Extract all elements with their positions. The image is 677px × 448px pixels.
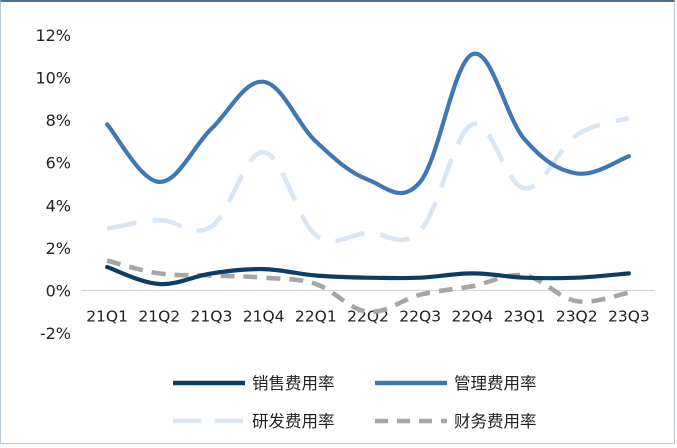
x-tick-label: 22Q4 [451, 307, 493, 325]
series-line-2 [107, 54, 629, 193]
x-tick-label: 23Q1 [504, 307, 546, 325]
x-tick-label: 22Q1 [295, 307, 337, 325]
y-tick-label: 0% [46, 281, 71, 300]
y-tick-label: 10% [35, 69, 71, 88]
x-tick-label: 23Q3 [608, 307, 650, 325]
y-tick-label: 8% [46, 111, 71, 130]
y-tick-label: 12% [35, 26, 71, 45]
y-tick-label: -2% [40, 324, 71, 343]
y-tick-label: 2% [46, 239, 71, 258]
x-tick-label: 22Q3 [399, 307, 441, 325]
legend-label: 销售费用率 [252, 374, 335, 393]
x-tick-label: 21Q1 [86, 307, 128, 325]
x-tick-label: 21Q2 [138, 307, 180, 325]
y-tick-label: 4% [46, 196, 71, 215]
series-line-4 [107, 261, 629, 312]
series-lines [107, 54, 629, 312]
legend-label: 研发费用率 [252, 412, 335, 431]
x-tick-label: 23Q2 [556, 307, 598, 325]
y-axis: -2% 0% 2% 4% 6% 8% 10% 12% [35, 26, 71, 343]
x-tick-label: 21Q3 [191, 307, 233, 325]
y-tick-label: 6% [46, 154, 71, 173]
x-tick-label: 21Q4 [243, 307, 285, 325]
legend-label: 财务费用率 [454, 412, 537, 431]
legend-label: 管理费用率 [454, 374, 537, 393]
